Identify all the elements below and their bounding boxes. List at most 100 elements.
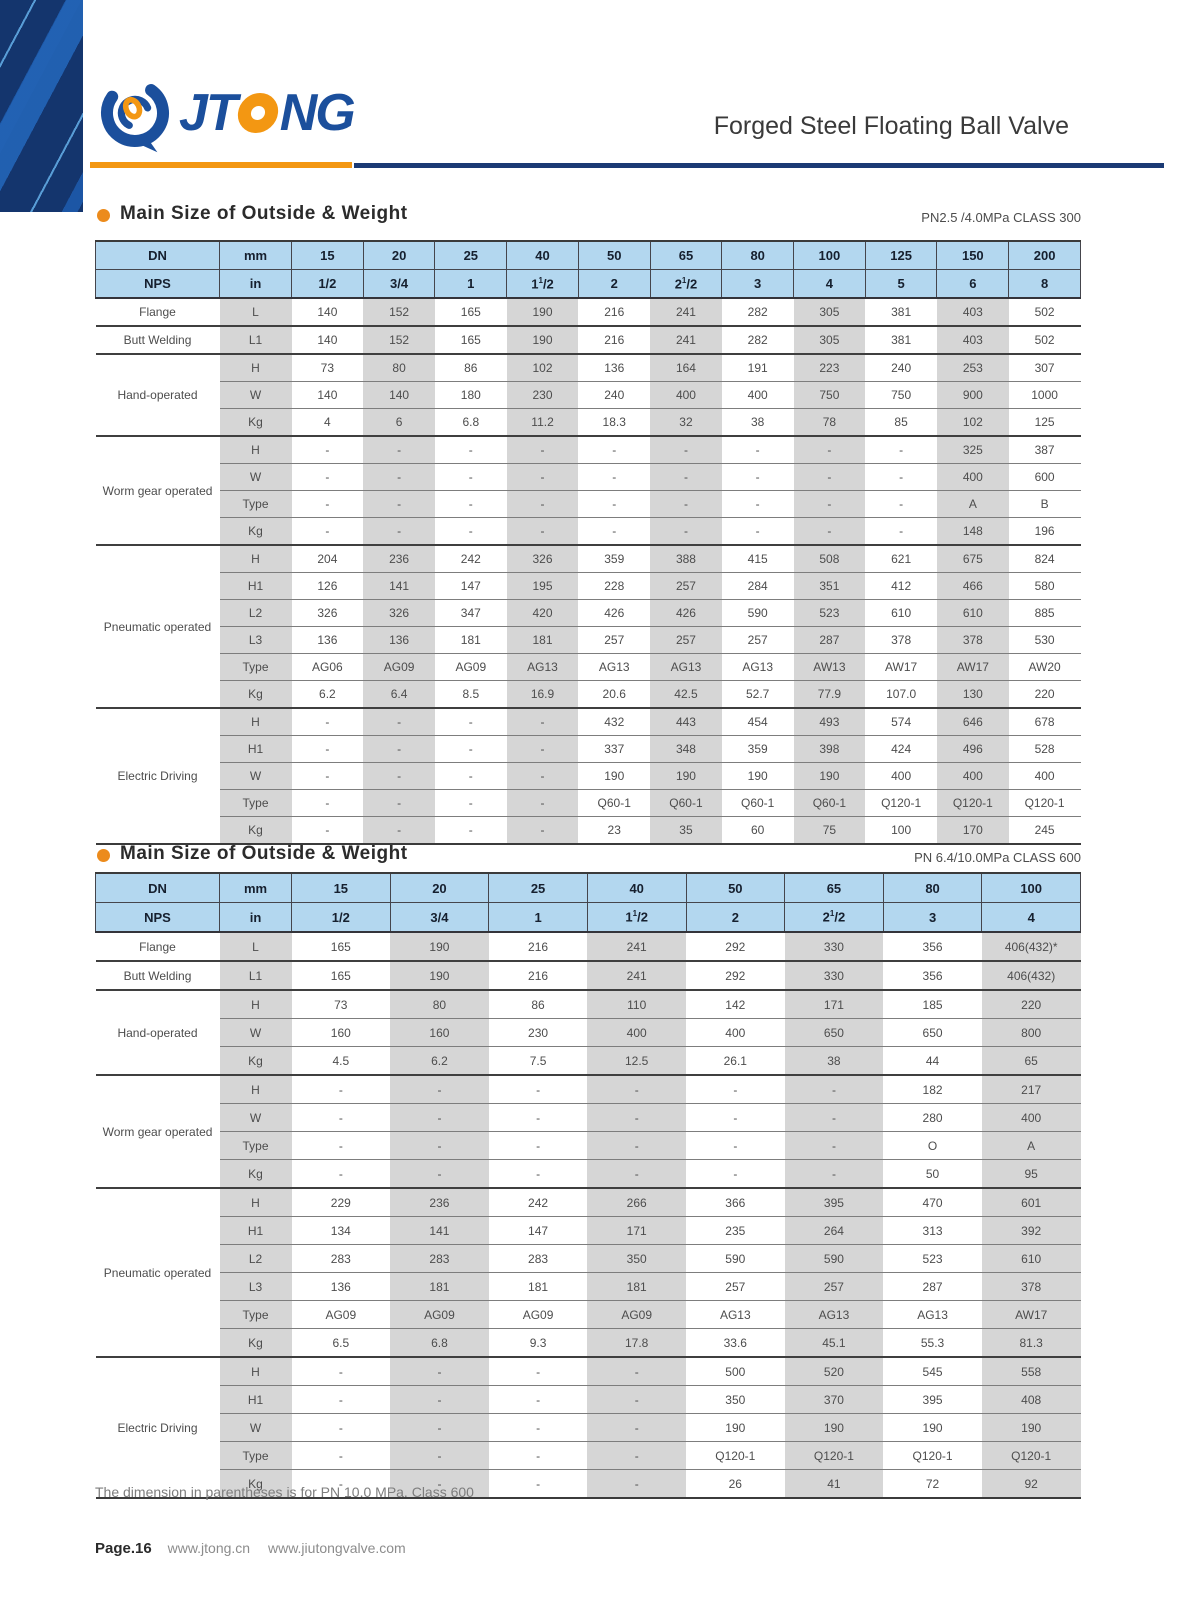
table-row: Kg - - - -23 35 60 75 100 170 245 [96,816,1081,844]
value-cell: 140 [363,381,435,409]
value-cell: 388 [650,544,722,573]
value-cell: - [506,490,579,518]
value-cell: 126 [291,572,364,600]
value-cell: 190 [784,1413,884,1442]
value-cell: 282 [721,325,794,354]
value-cell: 750 [865,381,937,409]
logo-letters-jt: JT [179,84,238,142]
value-cell: 387 [1008,435,1081,464]
row-sub-label: L3 [219,626,292,654]
value-cell: 6.8 [390,1328,489,1357]
value-cell: 426 [578,599,651,627]
value-cell: 147 [488,1216,588,1245]
value-cell: 73 [291,989,391,1019]
value-cell: 152 [363,297,435,326]
value-cell: 558 [981,1356,1081,1386]
value-cell: 6 [363,408,435,436]
jtong-logo: JT NG [95,68,356,158]
value-cell: 45.1 [784,1328,884,1357]
value-cell: 500 [686,1356,785,1386]
value-cell: AG09 [291,1300,391,1329]
row-sub-label: Type [219,1300,292,1329]
value-cell: 240 [578,381,651,409]
value-cell: 330 [784,960,884,990]
value-cell: 171 [784,989,884,1019]
value-cell: 190 [686,1413,785,1442]
value-cell: 574 [865,707,937,736]
value-cell: - [291,435,364,464]
value-cell: 590 [686,1244,785,1273]
table-row: W - - - -190 190 190 190 400 400 400 [96,762,1081,790]
header-cell: 2 [685,902,786,933]
value-cell: - [390,1441,489,1470]
header-cell: 11/2 [506,269,579,299]
value-cell: 125 [1008,408,1081,436]
value-cell: 406(432)* [981,931,1081,961]
value-cell: 216 [578,325,651,354]
value-cell: - [291,1385,391,1414]
value-cell: 216 [488,960,588,990]
value-cell: 216 [488,931,588,961]
value-cell: 545 [883,1356,982,1386]
value-cell: - [784,1103,884,1132]
value-cell: 55.3 [883,1328,982,1357]
value-cell: - [506,789,579,817]
value-cell: 257 [721,626,794,654]
row-sub-label: Kg [219,1469,292,1498]
value-cell: 140 [291,325,364,354]
value-cell: 136 [291,626,364,654]
row-sub-label: W [219,762,292,790]
value-cell: 6.8 [434,408,507,436]
value-cell: - [587,1356,686,1386]
logo-letters-ng: NG [279,84,356,142]
value-cell: - [363,517,435,545]
value-cell: 241 [587,931,686,961]
row-sub-label: Kg [219,680,292,708]
value-cell: - [488,1131,588,1160]
value-cell: 165 [434,297,507,326]
value-cell: 650 [784,1018,884,1047]
value-cell: - [363,490,435,518]
header-cell: 100 [793,240,866,270]
row-sub-label: Type [219,1441,292,1470]
value-cell: 240 [865,353,937,382]
value-cell: 610 [981,1244,1081,1273]
table-row: Type - - - - Q120-1 Q120-1 Q120-1 Q120-1 [96,1441,1081,1470]
value-cell: - [650,490,722,518]
value-cell: 141 [363,572,435,600]
value-cell: AG13 [686,1300,785,1329]
value-cell: - [434,490,507,518]
value-cell: AW17 [981,1300,1081,1329]
row-sub-label: Type [219,789,292,817]
value-cell: 190 [650,762,722,790]
header-cell: DN [95,872,220,903]
value-cell: - [793,463,866,491]
value-cell: 398 [793,735,866,763]
value-cell: - [587,1074,686,1104]
row-sub-label: H1 [219,1216,292,1245]
value-cell: 493 [793,707,866,736]
value-cell: - [578,517,651,545]
dn-header-row: DN mm 15 20 25 40 50 65 80 100 [95,872,1081,903]
value-cell: - [488,1441,588,1470]
header-cell: DN [95,240,220,270]
header-cell: 25 [488,872,588,903]
row-sub-label: L [219,931,292,961]
value-cell: 400 [981,1103,1081,1132]
value-cell: A [936,490,1009,518]
value-cell: 257 [686,1272,785,1301]
table-row: Type - - - - Q60-1 Q60-1 Q60-1 Q60-1 Q120-1 Q120-1… [96,789,1081,817]
value-cell: 400 [650,381,722,409]
value-cell: 280 [883,1103,982,1132]
value-cell: - [488,1413,588,1442]
row-sub-label: Kg [219,816,292,844]
value-cell: 190 [390,960,489,990]
row-sub-label: H [219,435,292,464]
value-cell: - [291,735,364,763]
header-cell: 25 [434,240,508,270]
value-cell: AG13 [721,653,794,681]
value-cell: 204 [291,544,364,573]
value-cell: 520 [784,1356,884,1386]
value-cell: - [587,1413,686,1442]
value-cell: 470 [883,1187,982,1217]
